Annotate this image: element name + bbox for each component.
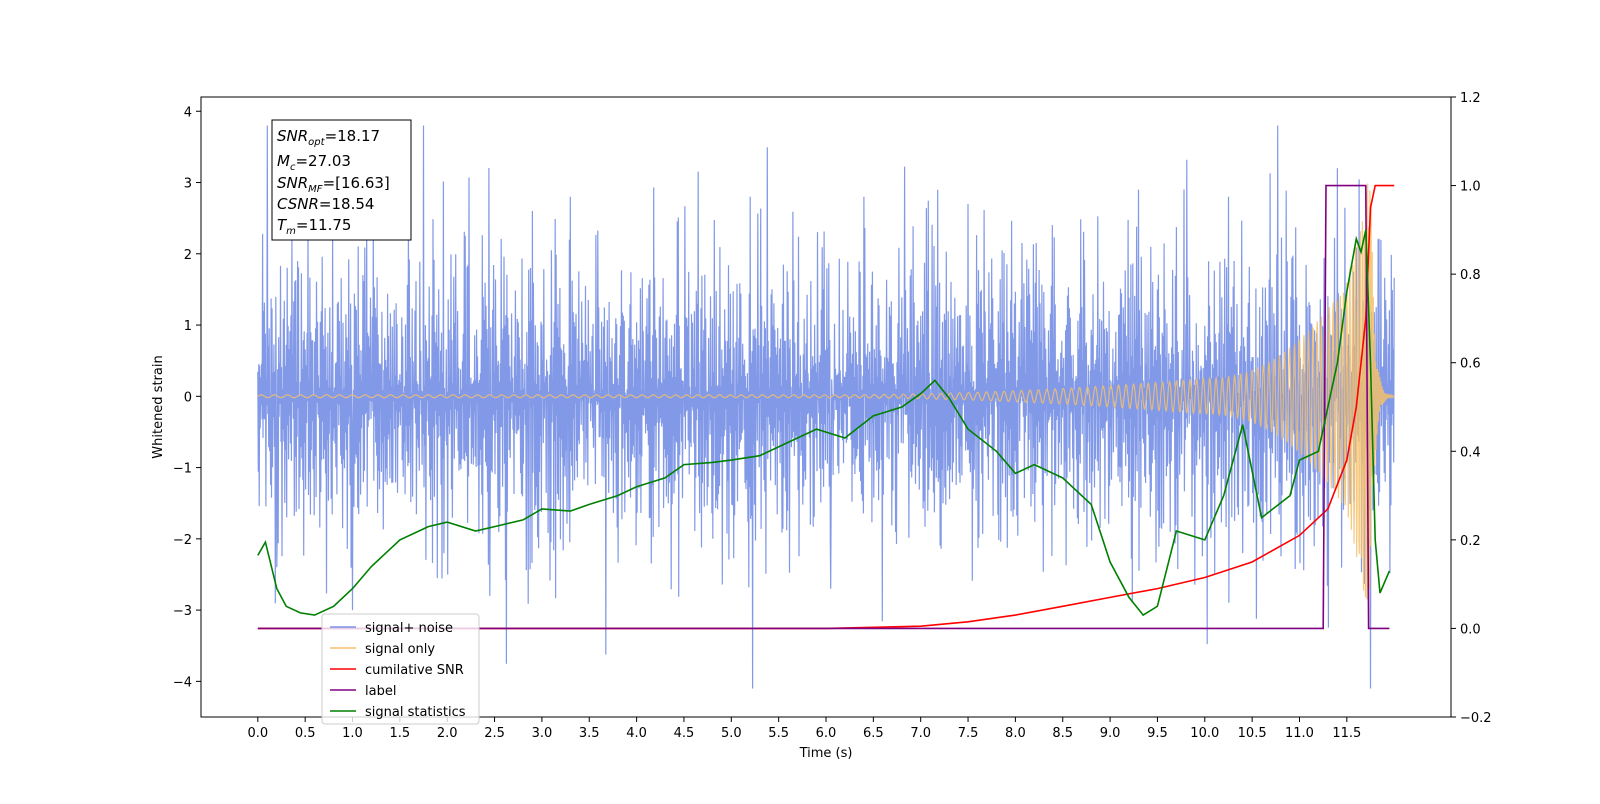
legend-label-signal-only: signal only xyxy=(365,642,435,657)
x-tick-label: 8.5 xyxy=(1052,726,1073,741)
x-tick-label: 3.0 xyxy=(532,726,553,741)
x-tick-label: 5.0 xyxy=(721,726,742,741)
y-axis-label: Whitened strain xyxy=(151,355,166,458)
y-tick-label: 2 xyxy=(184,248,192,263)
x-tick-label: 5.5 xyxy=(768,726,789,741)
annotation-csnr: =18.54 xyxy=(319,195,375,213)
x-tick-label: 8.0 xyxy=(1005,726,1026,741)
annotation-box: SNRopt=18.17 Mc=27.03 SNRMF=[16.63] CSNR… xyxy=(271,119,412,241)
series-signal-only-line xyxy=(257,183,1395,600)
x-tick-label: 10.0 xyxy=(1190,726,1219,741)
y-tick-label: 4 xyxy=(184,105,192,120)
y2-tick-label: 1.0 xyxy=(1460,180,1481,195)
y-tick-label: −2 xyxy=(173,533,192,548)
y2-tick-label: 0.4 xyxy=(1460,445,1481,460)
x-axis-label: Time (s) xyxy=(799,746,853,761)
annotation-snr-opt: =18.17 xyxy=(325,127,381,145)
y2-tick-label: 0.6 xyxy=(1460,357,1481,372)
x-tick-label: 1.0 xyxy=(342,726,363,741)
series-signal-noise-line xyxy=(257,125,1395,689)
x-tick-label: 3.5 xyxy=(579,726,600,741)
x-tick-label: 7.5 xyxy=(958,726,979,741)
svg-text:SNRMF=[16.63]: SNRMF=[16.63] xyxy=(277,174,390,195)
legend-item-signal-statistics: signal statistics xyxy=(330,705,466,720)
annotation-tm: =11.75 xyxy=(296,216,352,234)
svg-text:Tm=11.75: Tm=11.75 xyxy=(277,216,351,237)
legend-label-cumulative-snr: cumilative SNR xyxy=(365,663,464,678)
annotation-mc: =27.03 xyxy=(295,152,351,170)
x-tick-label: 10.5 xyxy=(1238,726,1267,741)
x-tick-label: 2.5 xyxy=(484,726,505,741)
svg-text:CSNR=18.54: CSNR=18.54 xyxy=(277,195,374,213)
legend-item-label: label xyxy=(330,684,396,699)
y-tick-label: −3 xyxy=(173,604,192,619)
x-tick-label: 0.0 xyxy=(247,726,268,741)
legend-label-signal-noise: signal+ noise xyxy=(365,621,453,636)
x-tick-label: 9.5 xyxy=(1147,726,1168,741)
svg-text:Mc=27.03: Mc=27.03 xyxy=(277,152,351,173)
y-tick-label: 0 xyxy=(184,390,192,405)
series-label-line xyxy=(257,184,1390,630)
svg-text:SNRopt=18.17: SNRopt=18.17 xyxy=(277,127,380,148)
y2-tick-label: 0.2 xyxy=(1460,534,1481,549)
plot-area xyxy=(257,125,1395,689)
legend-item-cumulative-snr: cumilative SNR xyxy=(330,663,464,678)
legend-item-signal-only: signal only xyxy=(330,642,435,657)
legend-label-signal-statistics: signal statistics xyxy=(365,705,466,720)
y2-tick-label: −0.2 xyxy=(1460,711,1492,726)
annotation-snr-mf: =[16.63] xyxy=(323,174,390,192)
x-tick-label: 11.5 xyxy=(1332,726,1361,741)
series-signal-statistics-line xyxy=(257,229,1391,617)
y-tick-label: −4 xyxy=(173,675,192,690)
y-tick-label: −1 xyxy=(173,462,192,477)
x-tick-label: 2.0 xyxy=(437,726,458,741)
y-tick-label: 1 xyxy=(184,319,192,334)
x-tick-label: 9.0 xyxy=(1100,726,1121,741)
y2-tick-label: 1.2 xyxy=(1460,91,1481,106)
x-tick-label: 4.0 xyxy=(626,726,647,741)
x-tick-label: 7.0 xyxy=(910,726,931,741)
axes: 0.0 0.5 1.0 1.5 2.0 2.5 3.0 3.5 4.0 4.5 5.0 5.5 6.0 6… xyxy=(173,91,1492,741)
x-tick-label: 1.5 xyxy=(390,726,411,741)
x-tick-label: 6.0 xyxy=(816,726,837,741)
y2-tick-label: 0.8 xyxy=(1460,268,1481,283)
x-tick-label: 4.5 xyxy=(674,726,695,741)
x-tick-label: 0.5 xyxy=(295,726,316,741)
y2-tick-label: 0.0 xyxy=(1460,622,1481,637)
legend-label-label: label xyxy=(365,684,396,699)
legend: signal+ noise signal only cumilative SNR… xyxy=(321,613,480,725)
y-tick-label: 3 xyxy=(184,177,192,192)
x-tick-label: 6.5 xyxy=(863,726,884,741)
legend-item-signal-noise: signal+ noise xyxy=(330,621,453,636)
x-tick-label: 11.0 xyxy=(1285,726,1314,741)
